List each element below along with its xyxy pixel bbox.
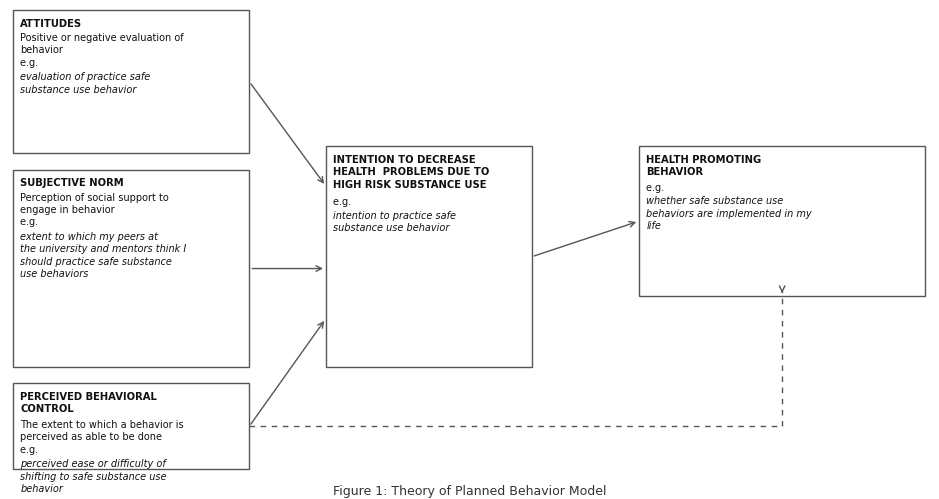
- Text: Positive or negative evaluation of
behavior
e.g.: Positive or negative evaluation of behav…: [20, 33, 184, 68]
- Text: extent to which my peers at
the university and mentors think I
should practice s: extent to which my peers at the universi…: [20, 232, 187, 279]
- FancyBboxPatch shape: [639, 146, 925, 296]
- FancyBboxPatch shape: [326, 146, 531, 367]
- Text: evaluation of practice safe
substance use behavior: evaluation of practice safe substance us…: [20, 72, 150, 95]
- FancyBboxPatch shape: [13, 383, 250, 470]
- Text: whether safe substance use
behaviors are implemented in my
life: whether safe substance use behaviors are…: [646, 196, 812, 231]
- Text: e.g.: e.g.: [646, 183, 668, 193]
- Text: e.g.: e.g.: [333, 198, 355, 208]
- Text: perceived ease or difficulty of
shifting to safe substance use
behavior: perceived ease or difficulty of shifting…: [20, 459, 167, 494]
- Text: INTENTION TO DECREASE
HEALTH  PROBLEMS DUE TO
HIGH RISK SUBSTANCE USE: INTENTION TO DECREASE HEALTH PROBLEMS DU…: [333, 155, 490, 190]
- Text: ATTITUDES: ATTITUDES: [20, 19, 83, 29]
- Text: The extent to which a behavior is
perceived as able to be done
e.g.: The extent to which a behavior is percei…: [20, 420, 184, 455]
- Text: intention to practice safe
substance use behavior: intention to practice safe substance use…: [333, 211, 456, 233]
- Text: HEALTH PROMOTING
BEHAVIOR: HEALTH PROMOTING BEHAVIOR: [646, 155, 762, 177]
- FancyBboxPatch shape: [13, 10, 250, 153]
- Text: Figure 1: Theory of Planned Behavior Model: Figure 1: Theory of Planned Behavior Mod…: [332, 486, 607, 499]
- Text: PERCEIVED BEHAVIORAL
CONTROL: PERCEIVED BEHAVIORAL CONTROL: [20, 392, 157, 414]
- Text: SUBJECTIVE NORM: SUBJECTIVE NORM: [20, 178, 124, 188]
- FancyBboxPatch shape: [13, 170, 250, 367]
- Text: Perception of social support to
engage in behavior
e.g.: Perception of social support to engage i…: [20, 193, 169, 228]
